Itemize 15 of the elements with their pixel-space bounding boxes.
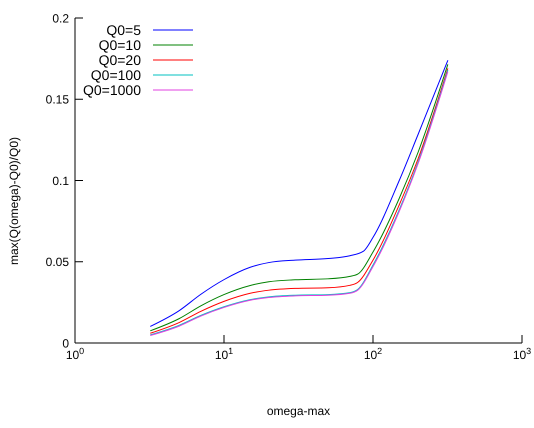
legend-label: Q0=5 [106, 22, 141, 38]
legend-label: Q0=20 [98, 52, 141, 68]
x-axis-title: omega-max [266, 404, 332, 418]
x-tick-label: 10$^{2}$ [364, 346, 382, 362]
legend-label: Q0=10 [98, 36, 141, 52]
x-tick-label: 10$^{3}$ [512, 346, 532, 362]
y-axis-title: max(Q(omega)-Q0)/Q0) [7, 136, 21, 265]
y-tick-label: 0.15 [46, 92, 70, 107]
x-tick-label: 10$^{1}$ [214, 346, 234, 362]
y-tick-label: 0.05 [46, 255, 70, 270]
legend-label: Q0=100 [90, 66, 141, 82]
legend-label: Q0=1000 [83, 82, 141, 98]
y-tick-label: 0.2 [52, 11, 70, 26]
y-tick-label: 0 [62, 336, 70, 350]
y-tick-label: 0.1 [52, 174, 70, 188]
